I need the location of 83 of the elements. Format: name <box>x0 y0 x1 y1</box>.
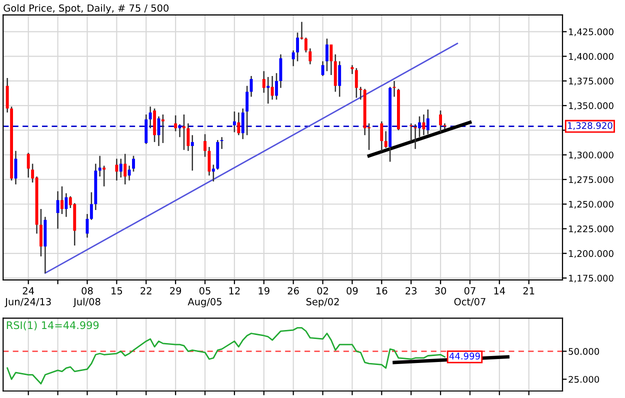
candlestick <box>350 64 354 75</box>
candlestick <box>6 77 9 114</box>
x-tick-label: 12 <box>229 287 240 294</box>
candlestick <box>410 122 413 142</box>
candlestick <box>275 72 278 100</box>
chart-title: Gold Price, Spot, Daily, # 75 / 500 <box>4 4 169 14</box>
candlestick <box>60 186 64 215</box>
candlestick <box>98 155 102 178</box>
y-tick-label: 1,400.000 <box>569 53 614 61</box>
candlestick <box>212 164 215 182</box>
candlestick <box>338 60 342 98</box>
x-tick-label: 21 <box>523 287 534 294</box>
y-tick-label: 1,200.000 <box>569 250 614 258</box>
x-tick-label: 15 <box>112 287 122 294</box>
x-tick-label: 29 <box>170 287 182 294</box>
candlestick <box>90 192 93 221</box>
candlestick <box>292 50 295 67</box>
annotation: 44.999 <box>449 352 480 360</box>
candlestick <box>237 112 240 136</box>
x-tick-label: 19 <box>258 287 270 294</box>
y-tick-label: 1,425.000 <box>569 28 614 36</box>
candlestick <box>296 32 300 62</box>
x-tick-label: 07 Oct/07 <box>454 287 486 306</box>
y-tick-label: 1,300.000 <box>569 152 614 160</box>
candlestick <box>266 76 270 104</box>
x-tick-label: 22 <box>140 287 152 294</box>
x-tick-label: 14 <box>494 287 506 294</box>
candlestick <box>161 114 164 144</box>
candlestick <box>232 110 236 133</box>
y-tick-label: 50.000 <box>568 348 600 355</box>
candlestick <box>279 54 282 88</box>
x-tick-label: 30 <box>435 287 446 294</box>
candlestick <box>326 38 328 72</box>
y-tick-label: 1,250.000 <box>569 200 614 209</box>
x-tick-label: 02 Sep/02 <box>306 287 339 308</box>
candlestick <box>190 134 194 172</box>
x-tick-label: 26 <box>288 287 299 294</box>
candlestick <box>359 86 362 100</box>
y-tick-label: 1,225.000 <box>569 225 614 234</box>
x-tick-label: 16 <box>376 287 388 294</box>
candlestick <box>439 110 442 133</box>
y-tick-label: 1,275.000 <box>569 176 614 184</box>
candlestick <box>64 192 68 218</box>
candlestick <box>426 108 430 135</box>
candlestick <box>246 85 249 136</box>
candlestick <box>384 130 388 149</box>
x-tick-label: 24 Jun/24/13 <box>4 287 51 308</box>
candlestick <box>241 108 244 140</box>
candlestick <box>102 165 106 188</box>
candlestick <box>132 155 135 172</box>
candlestick <box>124 153 127 186</box>
x-tick-label: 23 <box>406 287 416 294</box>
candlestick <box>270 75 274 100</box>
candlestick <box>40 208 42 257</box>
candlestick <box>148 106 152 129</box>
candlestick <box>26 152 30 178</box>
candlestick <box>144 114 148 145</box>
y-tick-label: 25.000 <box>568 376 600 383</box>
candlestick <box>304 36 308 53</box>
candlestick <box>204 134 206 158</box>
candlestick <box>220 136 224 150</box>
candlestick <box>115 158 118 182</box>
candlestick <box>119 158 122 178</box>
candlestick <box>422 114 426 136</box>
y-tick-label: 1,375.000 <box>569 78 614 86</box>
y-tick-label: 1,175.000 <box>569 274 614 282</box>
annotation: RSI(1) 14=44.999 <box>6 321 99 330</box>
candlestick <box>128 165 131 182</box>
ref-line-label: 1,328.920 <box>568 122 612 130</box>
candlestick <box>380 120 384 152</box>
x-tick-label: 08 Jul/08 <box>73 287 100 308</box>
candlestick <box>308 48 312 65</box>
candlestick <box>354 68 358 98</box>
candlestick <box>56 190 60 230</box>
x-tick-label: 09 <box>346 287 358 294</box>
y-tick-label: 1,350.000 <box>569 102 614 110</box>
candlestick <box>330 44 333 76</box>
candlestick <box>174 114 178 132</box>
candlestick <box>418 116 421 138</box>
x-tick-label: 05 Aug/05 <box>188 287 222 308</box>
candlestick <box>208 146 211 176</box>
candlestick <box>262 70 266 94</box>
candlestick <box>186 122 190 152</box>
